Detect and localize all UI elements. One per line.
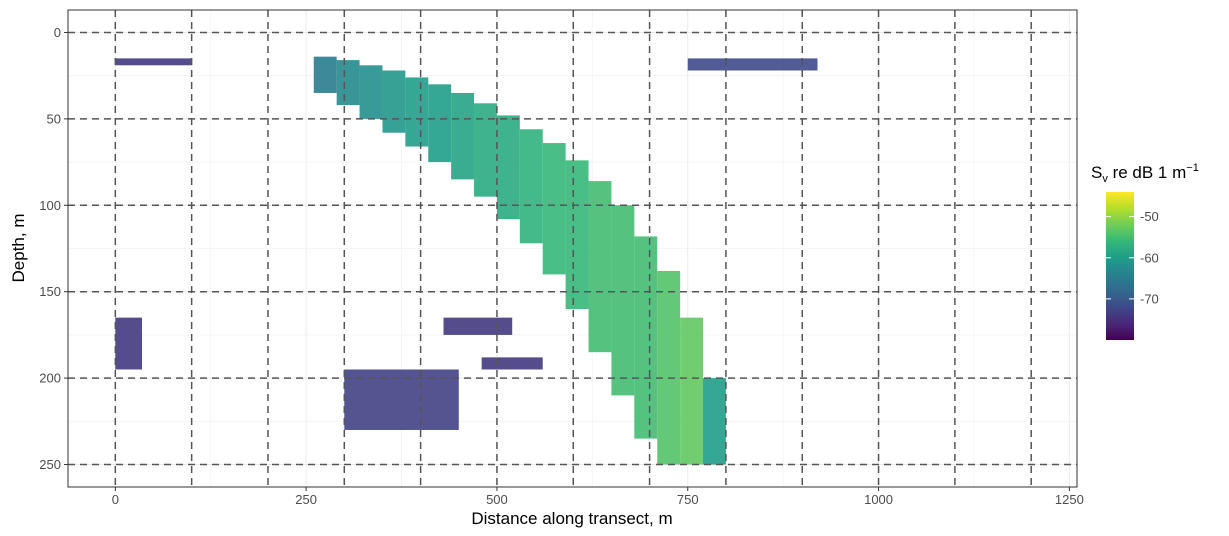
x-tick-label: 1000 [864,492,893,507]
echo-cell [481,357,543,370]
colorbar-tick-label: -50 [1140,209,1159,224]
y-tick-label: 200 [39,371,61,386]
legend-title-sup: −1 [1186,162,1199,174]
echo-cell [542,143,566,275]
echo-cell [405,77,429,147]
x-tick-label: 1250 [1055,492,1084,507]
y-tick-label: 50 [47,111,61,126]
legend-title-main: S [1091,163,1102,182]
echo-cell [359,65,383,119]
echo-cell [443,317,513,335]
echo-cell [657,270,681,465]
echo-cell [344,369,459,430]
legend-title-rest: re dB 1 m [1108,163,1186,182]
x-tick-label: 0 [112,492,119,507]
echo-cell [565,160,589,309]
echo-cell [451,92,475,180]
colorbar-tick-label: -60 [1140,250,1159,265]
echo-cell [496,115,520,220]
echo-cell [687,58,818,71]
echo-cell [680,317,704,465]
echo-cell [611,205,635,396]
echo-cell [428,84,452,163]
echo-cell [115,317,143,370]
echo-cell [588,181,612,353]
colorbar [1106,192,1134,340]
colorbar-tick-label: -70 [1140,291,1159,306]
echo-cell [474,103,497,197]
x-tick-label: 250 [295,492,317,507]
echo-cell [313,56,337,93]
x-axis-label: Distance along transect, m [471,509,672,528]
echo-cell [382,70,406,133]
x-tick-label: 500 [486,492,508,507]
legend-title: Sv re dB 1 m−1 [1091,162,1199,185]
echo-cell [519,129,543,244]
y-tick-label: 100 [39,198,61,213]
echo-cell [115,58,192,66]
x-tick-label: 750 [677,492,699,507]
echo-cell [703,378,726,465]
y-tick-label: 150 [39,284,61,299]
y-tick-label: 250 [39,457,61,472]
legend-title-sub: v [1102,173,1108,185]
echo-cell [336,60,360,106]
y-tick-label: 0 [54,25,61,40]
y-axis-label: Depth, m [9,214,28,283]
echo-cell [634,236,658,439]
panel-border [67,9,1078,488]
